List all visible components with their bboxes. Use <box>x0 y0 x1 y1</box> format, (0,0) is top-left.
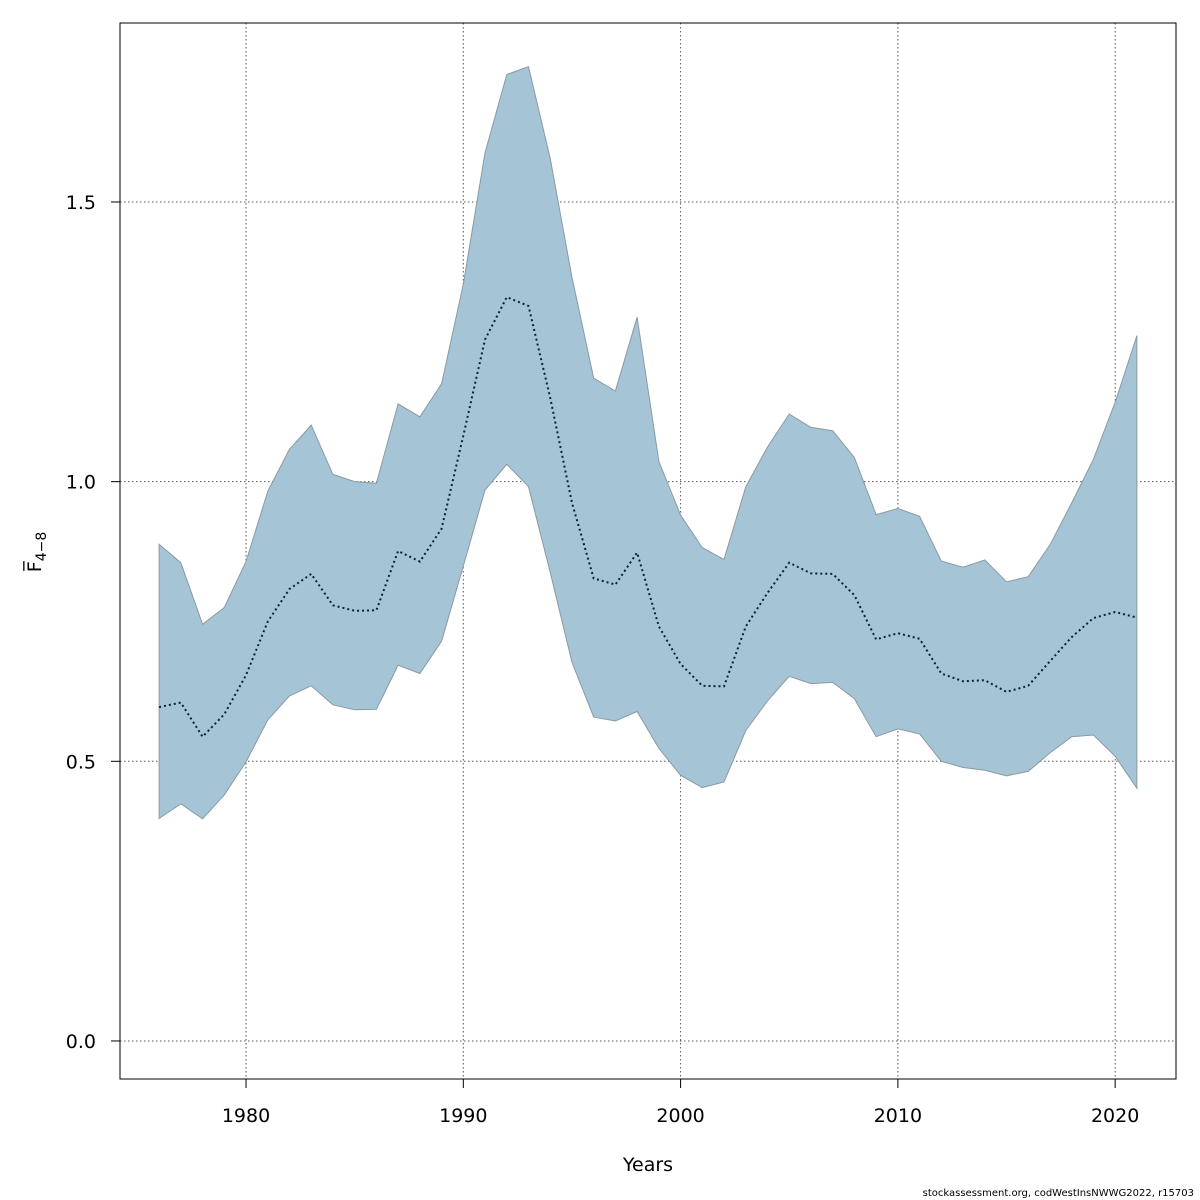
y-axis-title: F̅4−8 <box>22 532 50 572</box>
plot-frame <box>119 22 1177 1080</box>
source-footer: stockassessment.org, codWestInsNWWG2022,… <box>922 1188 1194 1199</box>
y-tick-label-0.5: 0.5 <box>66 751 96 773</box>
y-tick-label-1.0: 1.0 <box>66 472 96 494</box>
median-line <box>158 295 1138 739</box>
y-tick-label-0.0: 0.0 <box>66 1031 96 1053</box>
x-tick-label-2010: 2010 <box>874 1105 922 1127</box>
x-tick-label-1980: 1980 <box>222 1105 270 1127</box>
x-axis: 1980 1990 2000 2010 2020 <box>222 1079 1139 1127</box>
x-axis-title: Years <box>622 1154 673 1176</box>
x-tick-label-1990: 1990 <box>439 1105 487 1127</box>
x-tick-label-2000: 2000 <box>656 1105 704 1127</box>
y-tick-label-1.5: 1.5 <box>66 192 96 214</box>
x-tick-label-2020: 2020 <box>1091 1105 1139 1127</box>
y-axis-title-main: F̅ <box>22 560 46 572</box>
y-axis-title-subscript: 4−8 <box>34 532 50 562</box>
confidence-band <box>158 65 1138 820</box>
y-axis: 0.0 0.5 1.0 1.5 <box>66 192 120 1053</box>
